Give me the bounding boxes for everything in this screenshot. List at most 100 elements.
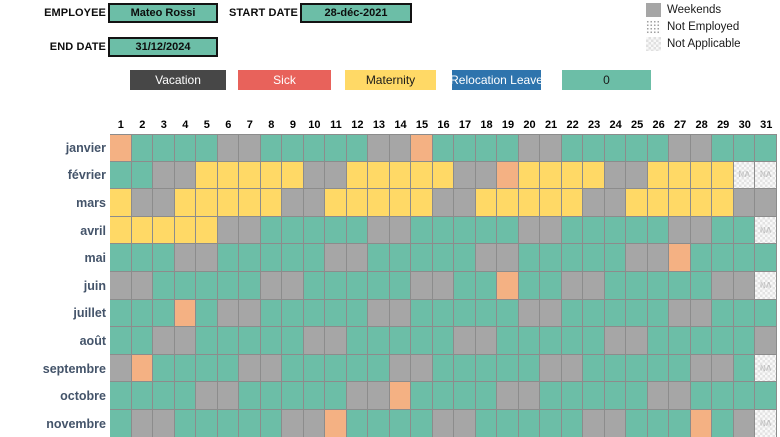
day-cell-holiday[interactable] [411, 134, 433, 162]
day-cell-weekend[interactable] [153, 409, 175, 437]
day-cell-weekend[interactable] [196, 244, 218, 272]
day-cell-working[interactable] [131, 134, 154, 162]
day-cell-working[interactable] [733, 134, 756, 162]
day-cell-working[interactable] [604, 134, 627, 162]
day-cell-weekend[interactable] [604, 189, 627, 217]
day-cell-weekend[interactable] [733, 271, 756, 300]
day-cell-weekend[interactable] [690, 216, 713, 245]
day-cell-working[interactable] [497, 216, 519, 245]
day-cell-maternity[interactable] [690, 161, 713, 190]
day-cell-working[interactable] [733, 244, 756, 272]
day-cell-working[interactable] [475, 409, 498, 437]
day-cell-working[interactable] [561, 299, 584, 328]
day-cell-working[interactable] [432, 299, 455, 328]
day-cell-weekend[interactable] [604, 409, 627, 437]
day-cell-weekend[interactable] [432, 409, 455, 437]
day-cell-working[interactable] [690, 244, 713, 272]
day-cell-maternity[interactable] [217, 161, 240, 190]
day-cell-weekend[interactable] [583, 409, 605, 437]
day-cell-working[interactable] [153, 134, 175, 162]
day-cell-working[interactable] [239, 409, 261, 437]
day-cell-working[interactable] [604, 382, 627, 410]
day-cell-maternity[interactable] [712, 189, 734, 217]
day-cell-weekend[interactable] [583, 189, 605, 217]
day-cell-working[interactable] [454, 134, 476, 162]
day-cell-working[interactable] [647, 299, 670, 328]
day-cell-working[interactable] [110, 327, 132, 355]
day-cell-working[interactable] [153, 354, 175, 383]
day-cell-working[interactable] [260, 134, 283, 162]
day-cell-working[interactable] [712, 409, 734, 437]
day-cell-working[interactable] [647, 409, 670, 437]
day-cell-working[interactable] [389, 244, 412, 272]
day-cell-weekend[interactable] [540, 299, 562, 328]
day-cell-working[interactable] [475, 134, 498, 162]
day-cell-weekend[interactable] [239, 216, 261, 245]
day-cell-working[interactable] [561, 216, 584, 245]
day-cell-working[interactable] [346, 354, 369, 383]
day-cell-working[interactable] [518, 409, 541, 437]
day-cell-weekend[interactable] [669, 382, 691, 410]
day-cell-working[interactable] [239, 327, 261, 355]
day-cell-working[interactable] [669, 327, 691, 355]
day-cell-working[interactable] [346, 134, 369, 162]
day-cell-maternity[interactable] [518, 161, 541, 190]
day-cell-working[interactable] [389, 327, 412, 355]
day-cell-working[interactable] [497, 134, 519, 162]
day-cell-working[interactable] [432, 216, 455, 245]
day-cell-weekend[interactable] [518, 216, 541, 245]
day-cell-maternity[interactable] [174, 216, 197, 245]
day-cell-weekend[interactable] [389, 134, 412, 162]
day-cell-weekend[interactable] [239, 134, 261, 162]
day-cell-working[interactable] [454, 382, 476, 410]
day-cell-weekend[interactable] [196, 382, 218, 410]
day-cell-working[interactable] [733, 382, 756, 410]
day-cell-weekend[interactable] [260, 354, 283, 383]
day-cell-working[interactable] [153, 271, 175, 300]
day-cell-working[interactable] [174, 382, 197, 410]
day-cell-working[interactable] [389, 409, 412, 437]
day-cell-working[interactable] [626, 134, 648, 162]
day-cell-weekend[interactable] [368, 299, 390, 328]
day-cell-weekend[interactable] [669, 216, 691, 245]
day-cell-working[interactable] [325, 134, 347, 162]
day-cell-not-applicable[interactable]: NA [755, 271, 777, 300]
day-cell-working[interactable] [647, 354, 670, 383]
day-cell-working[interactable] [604, 244, 627, 272]
day-cell-weekend[interactable] [454, 161, 476, 190]
day-cell-weekend[interactable] [432, 189, 455, 217]
day-cell-working[interactable] [346, 271, 369, 300]
day-cell-maternity[interactable] [153, 216, 175, 245]
day-cell-working[interactable] [411, 327, 433, 355]
day-cell-working[interactable] [368, 409, 390, 437]
day-cell-working[interactable] [196, 134, 218, 162]
day-cell-weekend[interactable] [475, 244, 498, 272]
day-cell-weekend[interactable] [217, 216, 240, 245]
day-cell-working[interactable] [540, 409, 562, 437]
day-cell-working[interactable] [604, 271, 627, 300]
day-cell-weekend[interactable] [325, 244, 347, 272]
day-cell-weekend[interactable] [518, 134, 541, 162]
day-cell-maternity[interactable] [196, 161, 218, 190]
start-date-field[interactable]: 28-déc-2021 [300, 3, 412, 23]
day-cell-working[interactable] [583, 327, 605, 355]
day-cell-working[interactable] [518, 354, 541, 383]
day-cell-working[interactable] [712, 216, 734, 245]
day-cell-weekend[interactable] [540, 216, 562, 245]
day-cell-working[interactable] [454, 299, 476, 328]
day-cell-weekend[interactable] [282, 189, 304, 217]
day-cell-weekend[interactable] [454, 189, 476, 217]
day-cell-maternity[interactable] [647, 161, 670, 190]
day-cell-working[interactable] [411, 216, 433, 245]
day-cell-working[interactable] [260, 244, 283, 272]
day-cell-working[interactable] [389, 271, 412, 300]
day-cell-not-applicable[interactable]: NA [755, 161, 777, 190]
day-cell-maternity[interactable] [260, 161, 283, 190]
day-cell-weekend[interactable] [561, 271, 584, 300]
day-cell-weekend[interactable] [712, 354, 734, 383]
day-cell-weekend[interactable] [647, 244, 670, 272]
day-cell-working[interactable] [239, 244, 261, 272]
day-cell-working[interactable] [432, 327, 455, 355]
day-cell-working[interactable] [497, 409, 519, 437]
day-cell-working[interactable] [325, 271, 347, 300]
